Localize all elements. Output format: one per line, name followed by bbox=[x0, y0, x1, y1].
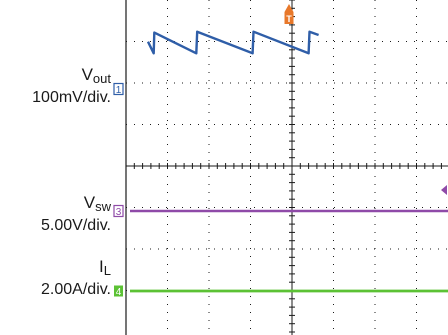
vsw-scale: 5.00V/div. bbox=[41, 217, 111, 234]
trigger-level-marker bbox=[441, 185, 447, 195]
trigger-marker-text: T bbox=[286, 14, 292, 24]
vout-name: Vout bbox=[81, 65, 111, 87]
ch4-marker-box bbox=[114, 285, 123, 297]
ch3-marker-box bbox=[113, 204, 124, 218]
vsw-name: Vsw bbox=[83, 193, 111, 215]
scope-markers: 1 3 4 T bbox=[113, 4, 447, 298]
ch3-marker: 3 bbox=[113, 204, 124, 218]
ch4-marker: 4 bbox=[114, 285, 123, 298]
vsw-label: Vsw 5.00V/div. bbox=[41, 194, 111, 235]
vout-label: Vout 100mV/div. bbox=[32, 66, 111, 107]
vout-trace bbox=[146, 30, 320, 55]
ch3-marker-text: 3 bbox=[116, 207, 122, 218]
il-name: IL bbox=[99, 257, 111, 279]
ch1-marker-box bbox=[113, 82, 124, 96]
ch4-marker-text: 4 bbox=[116, 287, 122, 298]
scope-grid bbox=[125, 0, 448, 335]
vout-scale: 100mV/div. bbox=[32, 89, 111, 106]
trigger-marker-box bbox=[284, 12, 294, 24]
trigger-marker: T bbox=[284, 4, 294, 24]
scope-traces bbox=[130, 30, 448, 293]
ch1-marker: 1 bbox=[113, 82, 124, 96]
ch1-marker-text: 1 bbox=[116, 85, 122, 96]
il-label: IL 2.00A/div. bbox=[41, 258, 111, 299]
il-scale: 2.00A/div. bbox=[41, 281, 111, 298]
trigger-marker-arrow bbox=[284, 4, 294, 12]
